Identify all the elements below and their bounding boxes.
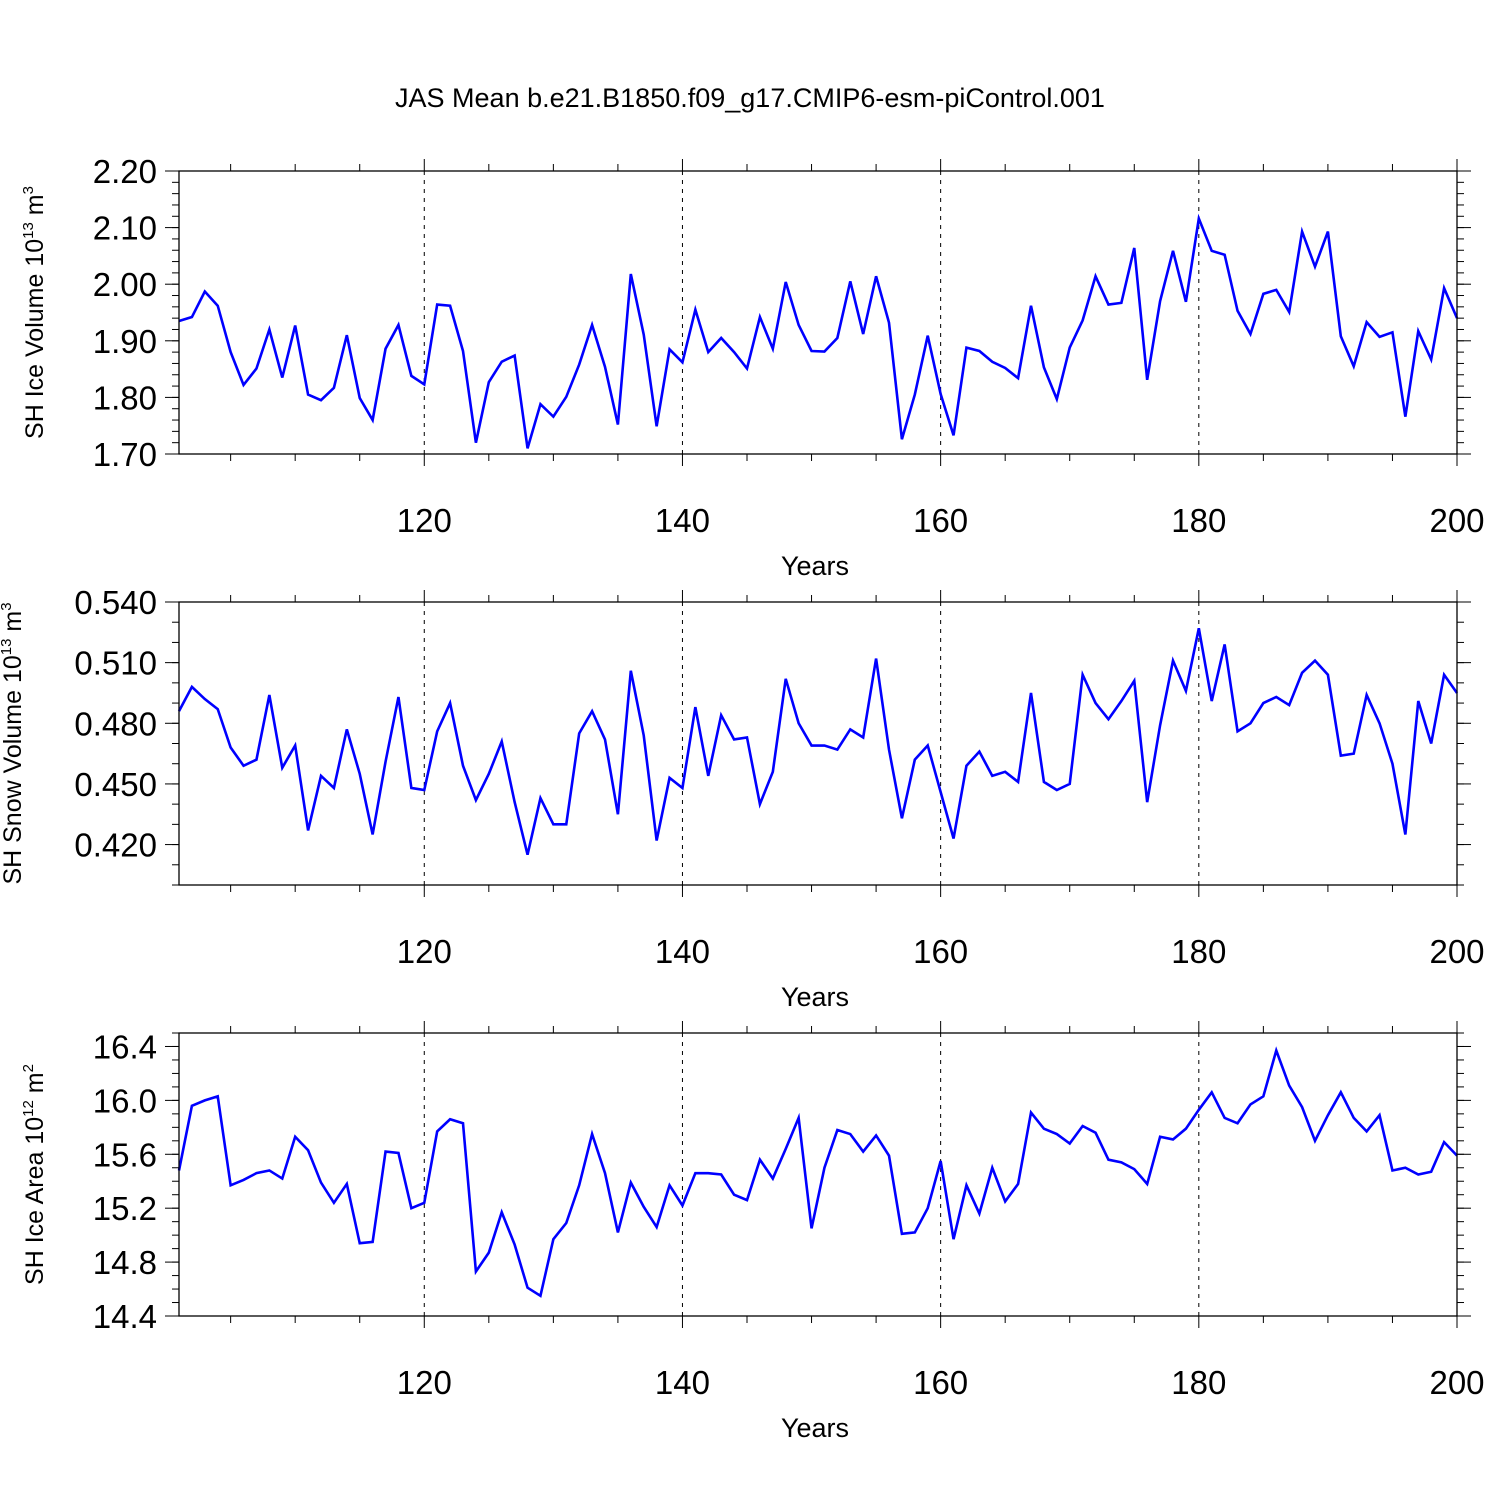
- panel-1: 1.70 1.80 1.90 2.00 2.10 2.20 120 140 160 180 200 Y…: [20, 153, 1485, 581]
- y-tick-label: 16.0: [93, 1082, 157, 1119]
- x-tick-label: 160: [913, 1364, 968, 1401]
- y-tick-label: 16.4: [93, 1028, 157, 1065]
- panel-2: 0.420 0.450 0.480 0.510 0.540 120 140 160 180 200…: [0, 584, 1485, 1012]
- x-axis-label: Years: [781, 982, 849, 1012]
- y-axis-label: SH Snow Volume 1013 m3: [0, 602, 27, 884]
- y-tick-label: 1.80: [93, 379, 157, 416]
- y-tick-label: 0.540: [74, 584, 157, 621]
- chart-title: JAS Mean b.e21.B1850.f09_g17.CMIP6-esm-p…: [395, 83, 1105, 113]
- plot-frame: [178, 601, 1458, 886]
- x-tick-label: 200: [1429, 502, 1484, 539]
- x-axis-label: Years: [781, 551, 849, 581]
- y-tick-label: 15.2: [93, 1190, 157, 1227]
- series-line: [177, 1046, 1458, 1298]
- x-tick-label: 200: [1429, 1364, 1484, 1401]
- y-tick-label: 15.6: [93, 1136, 157, 1173]
- x-tick-label: 120: [397, 1364, 452, 1401]
- x-tick-label: 120: [397, 933, 452, 970]
- x-tick-label: 140: [655, 1364, 710, 1401]
- x-tick-label: 160: [913, 933, 968, 970]
- series-line: [178, 213, 1459, 449]
- series-line: [177, 628, 1459, 855]
- y-tick-label: 0.510: [74, 645, 157, 682]
- y-tick-label: 14.4: [93, 1298, 157, 1335]
- x-tick-label: 180: [1171, 502, 1226, 539]
- x-axis-label: Years: [781, 1413, 849, 1443]
- y-tick-label: 2.00: [93, 266, 157, 303]
- plot-frame: [178, 1032, 1458, 1317]
- y-axis-label: SH Ice Area 1012 m2: [20, 1064, 49, 1285]
- y-tick-label: 2.20: [93, 153, 157, 190]
- y-tick-label: 14.8: [93, 1244, 157, 1281]
- y-tick-label: 0.480: [74, 705, 157, 742]
- y-tick-label: 2.10: [93, 210, 157, 247]
- y-axis-label: SH Ice Volume 1013 m3: [20, 186, 49, 439]
- x-tick-label: 200: [1429, 933, 1484, 970]
- y-tick-label: 0.450: [74, 766, 157, 803]
- panel-3: 14.4 14.8 15.2 15.6 16.0 16.4 120 140 160 180 200 Y…: [20, 1021, 1485, 1443]
- y-tick-label: 1.70: [93, 436, 157, 473]
- x-tick-label: 180: [1171, 933, 1226, 970]
- x-tick-label: 140: [655, 933, 710, 970]
- x-tick-label: 160: [913, 502, 968, 539]
- y-tick-label: 1.90: [93, 323, 157, 360]
- x-tick-label: 120: [397, 502, 452, 539]
- y-tick-label: 0.420: [74, 827, 157, 864]
- x-tick-label: 140: [655, 502, 710, 539]
- plot-frame: [178, 170, 1458, 455]
- x-tick-label: 180: [1171, 1364, 1226, 1401]
